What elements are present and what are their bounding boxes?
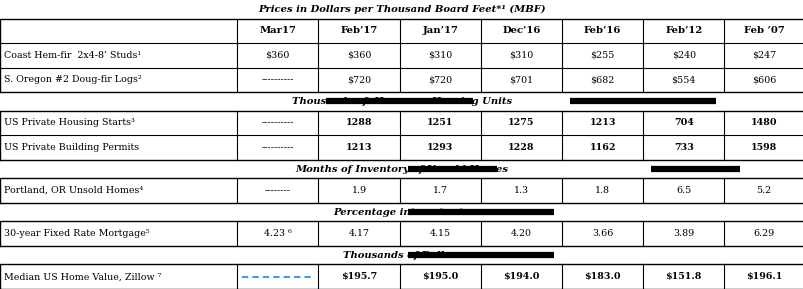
Text: $195.0: $195.0 (422, 272, 458, 281)
Text: Prices in Dollars per Thousand Board Feet*¹ (MBF): Prices in Dollars per Thousand Board Fee… (258, 5, 545, 14)
Text: 4.20: 4.20 (510, 229, 532, 238)
Text: $360: $360 (346, 51, 371, 60)
Text: $247: $247 (751, 51, 776, 60)
Text: 1288: 1288 (345, 118, 372, 127)
Text: --------: -------- (264, 186, 291, 195)
Text: $360: $360 (265, 51, 290, 60)
Text: 1.3: 1.3 (513, 186, 528, 195)
Text: 733: 733 (673, 143, 693, 152)
Text: $196.1: $196.1 (745, 272, 781, 281)
Text: 6.5: 6.5 (675, 186, 691, 195)
Text: 4.17: 4.17 (348, 229, 369, 238)
Text: Feb’17: Feb’17 (340, 26, 377, 35)
Text: ----------: ---------- (261, 118, 294, 127)
Text: 30-year Fixed Rate Mortgage⁵: 30-year Fixed Rate Mortgage⁵ (4, 229, 149, 238)
Text: $606: $606 (751, 75, 776, 84)
Text: $701: $701 (508, 75, 533, 84)
Text: Feb’12: Feb’12 (664, 26, 702, 35)
Text: 1213: 1213 (589, 118, 615, 127)
Text: ----------: ---------- (261, 75, 294, 84)
Text: Dec’16: Dec’16 (502, 26, 540, 35)
Text: 1162: 1162 (589, 143, 615, 152)
Text: $720: $720 (427, 75, 452, 84)
Text: $151.8: $151.8 (665, 272, 701, 281)
Text: Portland, OR Unsold Homes⁴: Portland, OR Unsold Homes⁴ (4, 186, 143, 195)
Text: Feb’16: Feb’16 (583, 26, 621, 35)
Text: Thousands of  Homes or Housing Units: Thousands of Homes or Housing Units (291, 97, 512, 106)
Text: $682: $682 (589, 75, 614, 84)
Text: 1480: 1480 (750, 118, 777, 127)
Text: 3.66: 3.66 (591, 229, 613, 238)
Text: $310: $310 (508, 51, 533, 60)
Text: 1251: 1251 (426, 118, 453, 127)
Text: 1213: 1213 (345, 143, 372, 152)
Text: $310: $310 (427, 51, 452, 60)
Text: $194.0: $194.0 (503, 272, 539, 281)
Text: $195.7: $195.7 (340, 272, 377, 281)
Text: Percentage interest rate: Percentage interest rate (333, 208, 470, 217)
Text: 4.15: 4.15 (429, 229, 450, 238)
Text: ----------: ---------- (261, 143, 294, 152)
Text: 1598: 1598 (750, 143, 777, 152)
Text: $240: $240 (671, 51, 695, 60)
Text: US Private Building Permits: US Private Building Permits (4, 143, 139, 152)
Text: $720: $720 (346, 75, 371, 84)
Text: Months of Inventory of Unsold Homes: Months of Inventory of Unsold Homes (296, 164, 507, 173)
Text: US Private Housing Starts³: US Private Housing Starts³ (4, 118, 135, 127)
Text: 3.89: 3.89 (672, 229, 694, 238)
Text: Jan’17: Jan’17 (422, 26, 458, 35)
Text: S. Oregon #2 Doug-fir Logs²: S. Oregon #2 Doug-fir Logs² (4, 75, 141, 84)
Text: $554: $554 (671, 75, 695, 84)
Text: 6.29: 6.29 (752, 229, 774, 238)
Text: $255: $255 (589, 51, 614, 60)
Text: 1.7: 1.7 (432, 186, 447, 195)
Text: 1293: 1293 (426, 143, 453, 152)
Text: Thousands of Dollars: Thousands of Dollars (342, 251, 461, 260)
Text: Feb ’07: Feb ’07 (743, 26, 784, 35)
Text: 704: 704 (673, 118, 693, 127)
Text: 4.23 ⁶: 4.23 ⁶ (263, 229, 291, 238)
Text: 1275: 1275 (507, 118, 534, 127)
Text: Mar17: Mar17 (259, 26, 296, 35)
Text: 5.2: 5.2 (756, 186, 771, 195)
Text: Coast Hem-fir  2x4-8’ Studs¹: Coast Hem-fir 2x4-8’ Studs¹ (4, 51, 141, 60)
Text: Median US Home Value, Zillow ⁷: Median US Home Value, Zillow ⁷ (4, 272, 161, 281)
Text: 1.9: 1.9 (351, 186, 366, 195)
Text: $183.0: $183.0 (584, 272, 620, 281)
Text: 1.8: 1.8 (594, 186, 609, 195)
Text: 1228: 1228 (507, 143, 534, 152)
